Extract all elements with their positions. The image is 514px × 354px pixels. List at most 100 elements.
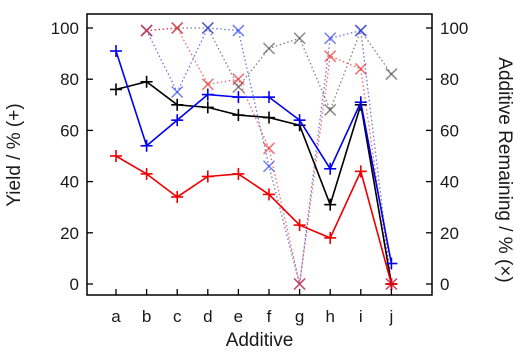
remaining-point	[262, 42, 276, 55]
yield-point	[385, 257, 398, 270]
yield-point	[354, 165, 367, 178]
x-axis-title: Additive	[226, 330, 294, 351]
yield-point	[293, 114, 306, 127]
remaining-point-stroke	[324, 50, 337, 63]
x-tick-label: c	[173, 307, 182, 326]
remaining-point-stroke	[324, 32, 337, 45]
remaining-point	[232, 73, 245, 86]
remaining-point-stroke	[293, 277, 306, 291]
yield-point	[201, 170, 214, 183]
remaining-series	[140, 21, 398, 291]
remaining-point	[385, 68, 398, 81]
yield-series	[110, 150, 398, 290]
yield-point	[110, 83, 122, 96]
plot-frame	[86, 13, 433, 296]
remaining-point-stroke	[201, 21, 214, 35]
yield-point	[201, 88, 214, 101]
remaining-point-stroke	[354, 62, 367, 75]
x-tick-label: h	[325, 307, 334, 326]
right-axis-title: Additive Remaining / % (×)	[494, 57, 514, 282]
remaining-point-stroke	[232, 73, 245, 86]
yield-series-line	[115, 50, 393, 264]
yield-point	[171, 114, 184, 127]
yield-point	[293, 219, 306, 232]
remaining-point-stroke	[201, 78, 214, 91]
remaining-point	[354, 62, 367, 75]
right-y-tick-label: 60	[440, 121, 459, 140]
yield-point	[140, 75, 153, 88]
yield-series	[110, 75, 398, 290]
right-y-tick-label: 40	[440, 173, 459, 192]
remaining-point-stroke	[171, 21, 184, 35]
yield-point	[110, 150, 122, 162]
remaining-series-line	[146, 27, 393, 285]
x-tick-label: a	[111, 307, 121, 326]
yield-point	[324, 231, 337, 244]
remaining-point	[171, 85, 184, 99]
yield-series-layer	[110, 45, 398, 290]
x-tick-label: j	[389, 307, 394, 326]
remaining-point	[232, 24, 245, 37]
right-y-tick-label: 20	[440, 224, 459, 243]
remaining-point-stroke	[324, 103, 337, 116]
yield-point	[385, 278, 398, 290]
yield-point	[232, 167, 245, 180]
remaining-series-layer	[140, 21, 398, 291]
x-tick-label: f	[267, 307, 272, 326]
remaining-point	[201, 78, 214, 91]
remaining-point-stroke	[385, 68, 398, 81]
yield-point	[171, 98, 184, 111]
yield-point	[263, 111, 275, 124]
left-y-tick-label: 100	[51, 19, 79, 38]
yield-series-line	[115, 155, 393, 285]
x-tick-label: i	[359, 307, 363, 326]
yield-point	[263, 91, 275, 104]
yield-series-line	[115, 80, 393, 285]
left-axis-title: Yield / % (+)	[4, 103, 25, 206]
remaining-point-stroke	[354, 24, 367, 37]
yield-point	[140, 167, 153, 180]
x-tick-label: e	[234, 307, 243, 326]
yield-point	[232, 91, 245, 104]
remaining-point-stroke	[293, 32, 306, 45]
yield-point	[140, 139, 153, 152]
remaining-point-stroke	[171, 85, 184, 99]
remaining-point	[324, 50, 337, 63]
yield-point	[110, 45, 122, 58]
x-tick-label: d	[203, 307, 212, 326]
right-y-tick-label: 80	[440, 70, 459, 89]
remaining-point	[171, 21, 184, 35]
yield-point	[171, 190, 184, 203]
remaining-point	[201, 21, 214, 35]
right-y-tick-label: 0	[440, 275, 449, 294]
remaining-point-stroke	[232, 24, 245, 37]
yield-point	[324, 198, 337, 211]
remaining-point-stroke	[262, 142, 276, 155]
left-y-tick-label: 60	[60, 121, 79, 140]
remaining-point	[293, 277, 306, 291]
remaining-point	[293, 32, 306, 45]
yield-point	[263, 188, 275, 201]
remaining-series	[140, 21, 398, 291]
yield-point	[201, 101, 214, 114]
remaining-point	[324, 32, 337, 45]
right-y-tick-label: 100	[440, 19, 468, 38]
remaining-point	[324, 103, 337, 116]
x-tick-label: b	[142, 307, 151, 326]
remaining-point-stroke	[262, 42, 276, 55]
x-tick-label: g	[295, 307, 304, 326]
left-y-tick-label: 80	[60, 70, 79, 89]
remaining-point	[354, 24, 367, 37]
remaining-point	[262, 160, 276, 173]
yield-series	[110, 45, 398, 270]
yield-point	[354, 96, 367, 109]
yield-point	[232, 109, 245, 122]
yield-point	[324, 162, 337, 175]
remaining-point-stroke	[140, 24, 153, 37]
axes-layer: 0 0 20 20 40 40 60 60 80 80 100 100 a b c d e f g h i j	[51, 19, 469, 326]
left-y-tick-label: 40	[60, 173, 79, 192]
left-y-tick-label: 20	[60, 224, 79, 243]
remaining-point	[140, 24, 153, 37]
remaining-point	[262, 142, 276, 155]
